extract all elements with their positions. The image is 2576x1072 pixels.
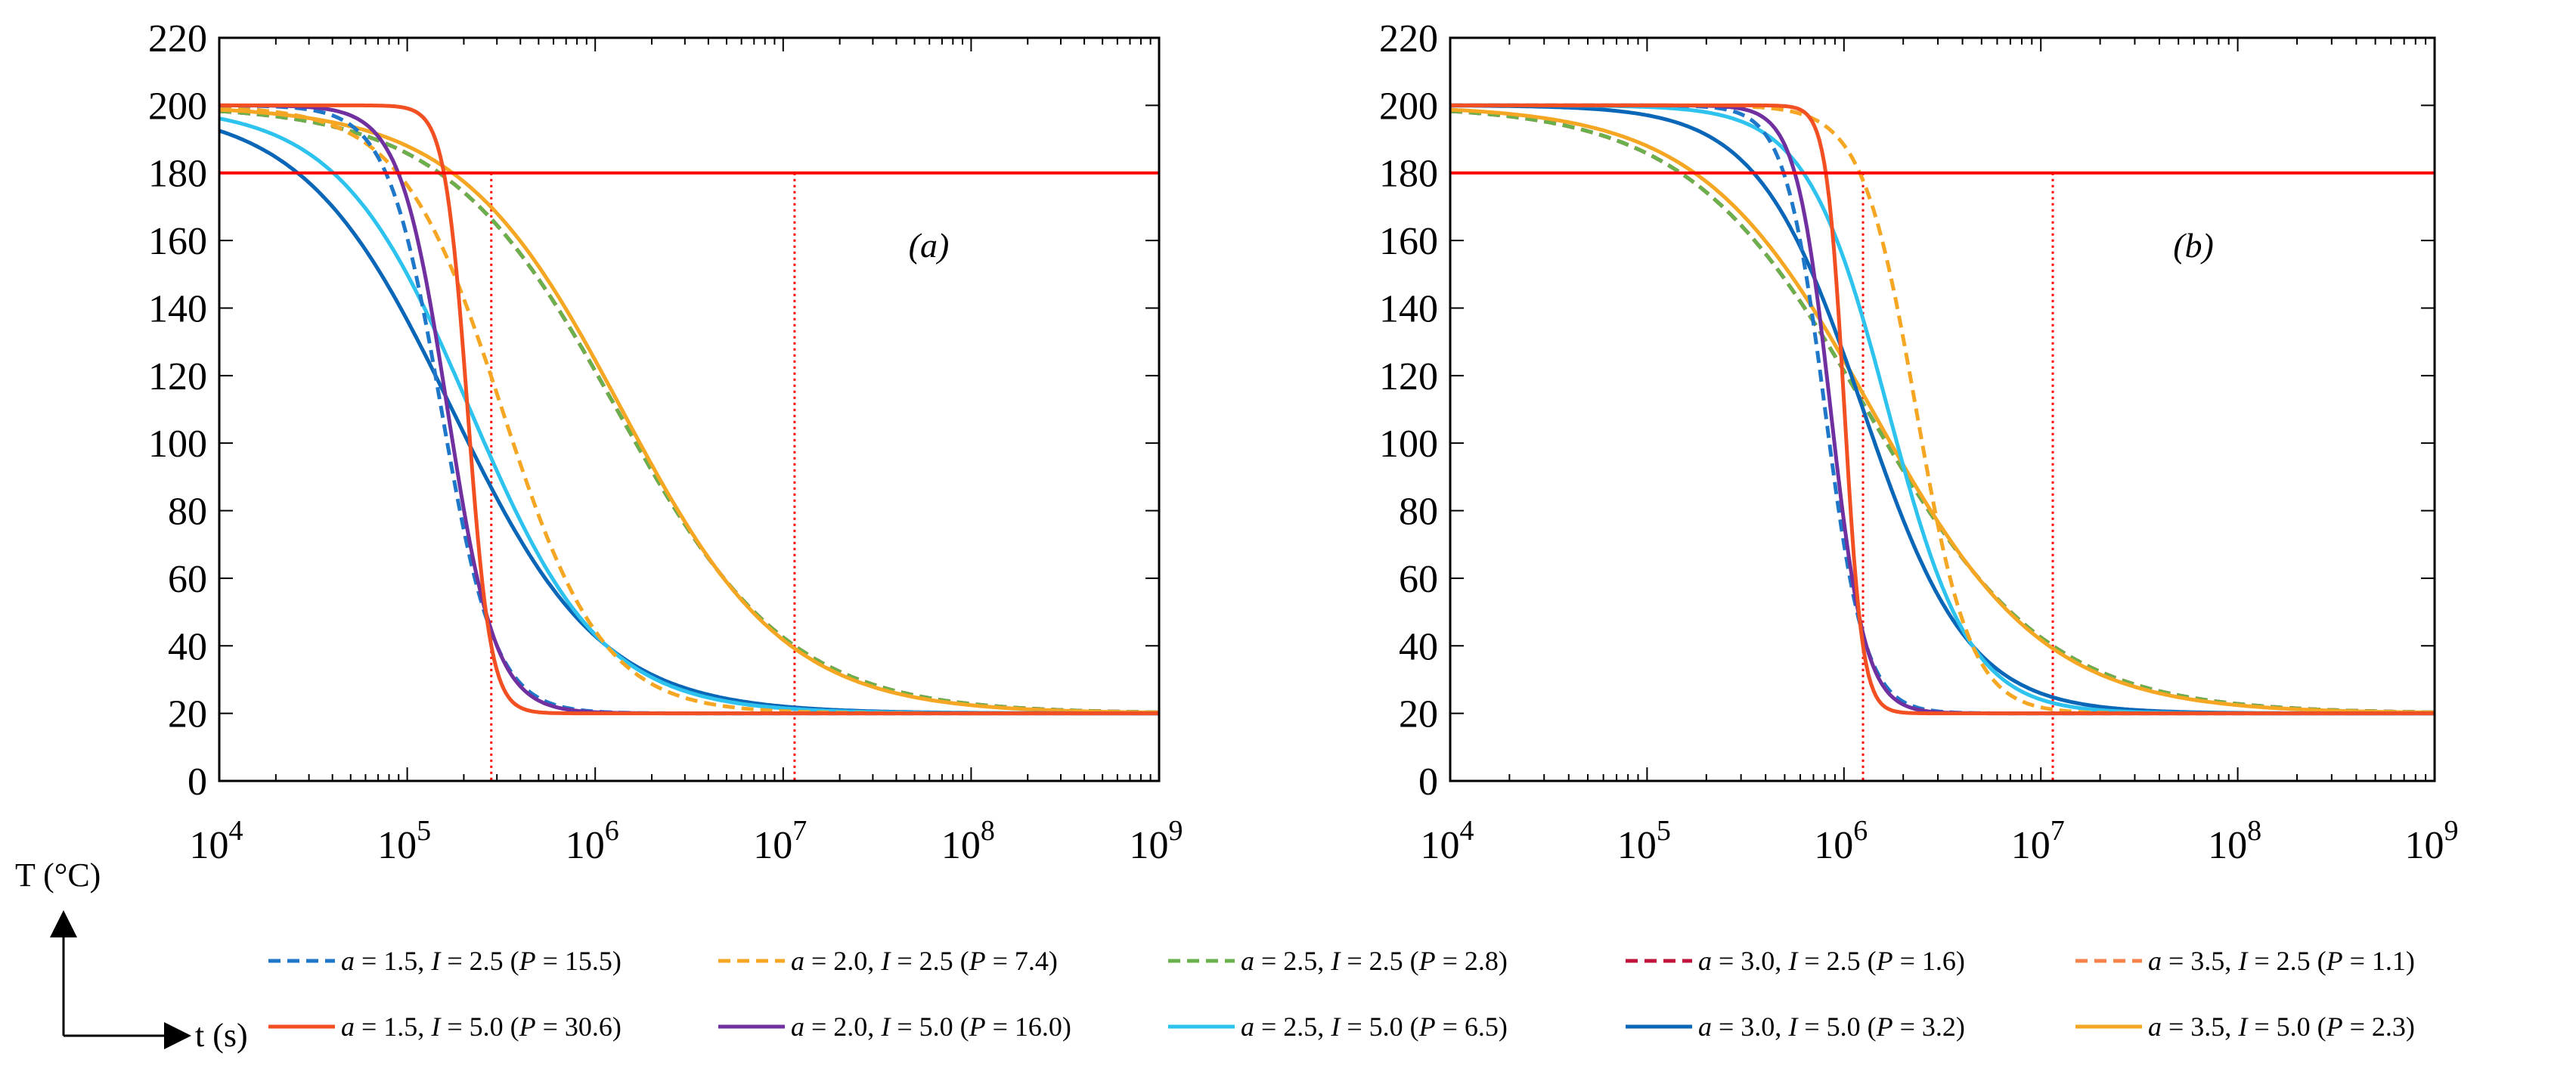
series-line-s6 xyxy=(1450,103,2435,716)
x-tick-label: 104 xyxy=(190,815,243,867)
y-tick-label: 140 xyxy=(148,287,207,330)
series-line-s5 xyxy=(1450,109,2435,714)
legend-item-s2: a = 2.0, I = 2.5 (P = 7.4) xyxy=(718,946,1058,976)
y-tick-label: 180 xyxy=(148,153,207,196)
plot-area xyxy=(1450,103,2435,781)
x-tick-label: 109 xyxy=(1130,815,1183,867)
series-line-s8 xyxy=(1450,103,2435,716)
series-line-s7 xyxy=(1450,103,2435,716)
series-line-s10 xyxy=(1450,107,2435,714)
series-line-s9 xyxy=(1450,104,2435,716)
y-tick-label: 120 xyxy=(148,355,207,398)
y-tick-label: 0 xyxy=(1418,761,1438,804)
y-tick-label: 80 xyxy=(168,491,207,534)
x-tick-label: 105 xyxy=(1617,815,1671,867)
y-tick-label: 160 xyxy=(148,220,207,263)
y-tick-label: 60 xyxy=(168,558,207,601)
legend-item-s7: a = 2.0, I = 5.0 (P = 16.0) xyxy=(718,1012,1071,1042)
legend: a = 1.5, I = 2.5 (P = 15.5) a = 2.0, I = … xyxy=(268,946,2415,1042)
y-tick-label: 0 xyxy=(188,761,207,804)
y-tick-label: 60 xyxy=(1399,558,1438,601)
series-line-s1 xyxy=(219,104,1159,716)
series-line-s2 xyxy=(1450,103,2435,716)
y-tick-label: 220 xyxy=(148,17,207,60)
series-line-s9 xyxy=(219,129,1159,716)
x-tick-label: 107 xyxy=(753,815,807,867)
panel-label: (a) xyxy=(909,226,950,265)
legend-label: a = 2.5, I = 2.5 (P = 2.8) xyxy=(1241,946,1508,976)
x-tick-label: 108 xyxy=(941,815,995,867)
legend-label: a = 2.0, I = 2.5 (P = 7.4) xyxy=(791,946,1058,976)
y-tick-label: 80 xyxy=(1399,491,1438,534)
series-line-s6 xyxy=(219,103,1159,716)
series-line-s4 xyxy=(1450,109,2435,714)
panel-a: 104 105 106 107 108 109 0 20 40 60 80 100 120 140 160 1… xyxy=(148,17,1183,867)
legend-item-s6: a = 1.5, I = 5.0 (P = 30.6) xyxy=(268,1012,622,1042)
plot-area xyxy=(219,103,1159,781)
x-tick-label: 104 xyxy=(1421,815,1474,867)
legend-item-s8: a = 2.5, I = 5.0 (P = 6.5) xyxy=(1168,1012,1508,1042)
series-line-s1 xyxy=(1450,103,2435,716)
y-tick-label: 40 xyxy=(168,625,207,668)
series-line-s2 xyxy=(219,105,1159,716)
series-line-s3 xyxy=(1450,109,2435,714)
y-tick-label: 120 xyxy=(1379,355,1438,398)
y-tick-label: 160 xyxy=(1379,220,1438,263)
legend-label: a = 2.0, I = 5.0 (P = 16.0) xyxy=(791,1012,1071,1042)
y-tick-label: 20 xyxy=(1399,693,1438,736)
y-tick-label: 140 xyxy=(1379,287,1438,330)
x-tick-label: 106 xyxy=(1814,815,1868,867)
x-minor-ticks xyxy=(1508,38,2427,781)
y-tick-label: 200 xyxy=(1379,85,1438,128)
y-tick-label: 100 xyxy=(1379,423,1438,466)
legend-label: a = 3.0, I = 2.5 (P = 1.6) xyxy=(1698,946,1965,976)
legend-item-s4: a = 3.0, I = 2.5 (P = 1.6) xyxy=(1626,946,1965,976)
series-line-s8 xyxy=(219,116,1159,716)
legend-label: a = 3.0, I = 5.0 (P = 3.2) xyxy=(1698,1012,1965,1042)
legend-item-s1: a = 1.5, I = 2.5 (P = 15.5) xyxy=(268,946,622,976)
series-line-s7 xyxy=(219,103,1159,716)
axis-key: T (°C) t (s) xyxy=(15,857,248,1054)
legend-item-s10: a = 3.5, I = 5.0 (P = 2.3) xyxy=(2075,1012,2415,1042)
plot-frame xyxy=(1449,36,2436,782)
legend-item-s5: a = 3.5, I = 2.5 (P = 1.1) xyxy=(2075,946,2415,976)
y-tick-label: 20 xyxy=(168,693,207,736)
legend-label: a = 1.5, I = 5.0 (P = 30.6) xyxy=(341,1012,622,1042)
x-tick-label: 108 xyxy=(2208,815,2261,867)
y-tick-label: 200 xyxy=(148,85,207,128)
panel-label: (b) xyxy=(2173,226,2214,265)
plot-frame xyxy=(218,36,1161,782)
x-tick-label: 107 xyxy=(2011,815,2065,867)
panel-b: 104 105 106 107 108 109 0 20 40 60 80 100 120 140 160 1… xyxy=(1379,17,2459,867)
x-tick-label: 105 xyxy=(377,815,431,867)
y-tick-label: 40 xyxy=(1399,625,1438,668)
x-minor-ticks xyxy=(274,38,1152,781)
legend-label: a = 2.5, I = 5.0 (P = 6.5) xyxy=(1241,1012,1508,1042)
y-tick-label: 180 xyxy=(1379,153,1438,196)
x-tick-label: 106 xyxy=(566,815,619,867)
legend-item-s3: a = 2.5, I = 2.5 (P = 2.8) xyxy=(1168,946,1508,976)
y-axis-key-label: T (°C) xyxy=(15,857,101,894)
x-axis-key-label: t (s) xyxy=(195,1017,248,1054)
legend-label: a = 1.5, I = 2.5 (P = 15.5) xyxy=(341,946,622,976)
legend-item-s9: a = 3.0, I = 5.0 (P = 3.2) xyxy=(1626,1012,1965,1042)
legend-label: a = 3.5, I = 2.5 (P = 1.1) xyxy=(2148,946,2415,976)
y-tick-label: 100 xyxy=(148,423,207,466)
x-tick-label: 109 xyxy=(2405,815,2459,867)
y-tick-label: 220 xyxy=(1379,17,1438,60)
legend-label: a = 3.5, I = 5.0 (P = 2.3) xyxy=(2148,1012,2415,1042)
